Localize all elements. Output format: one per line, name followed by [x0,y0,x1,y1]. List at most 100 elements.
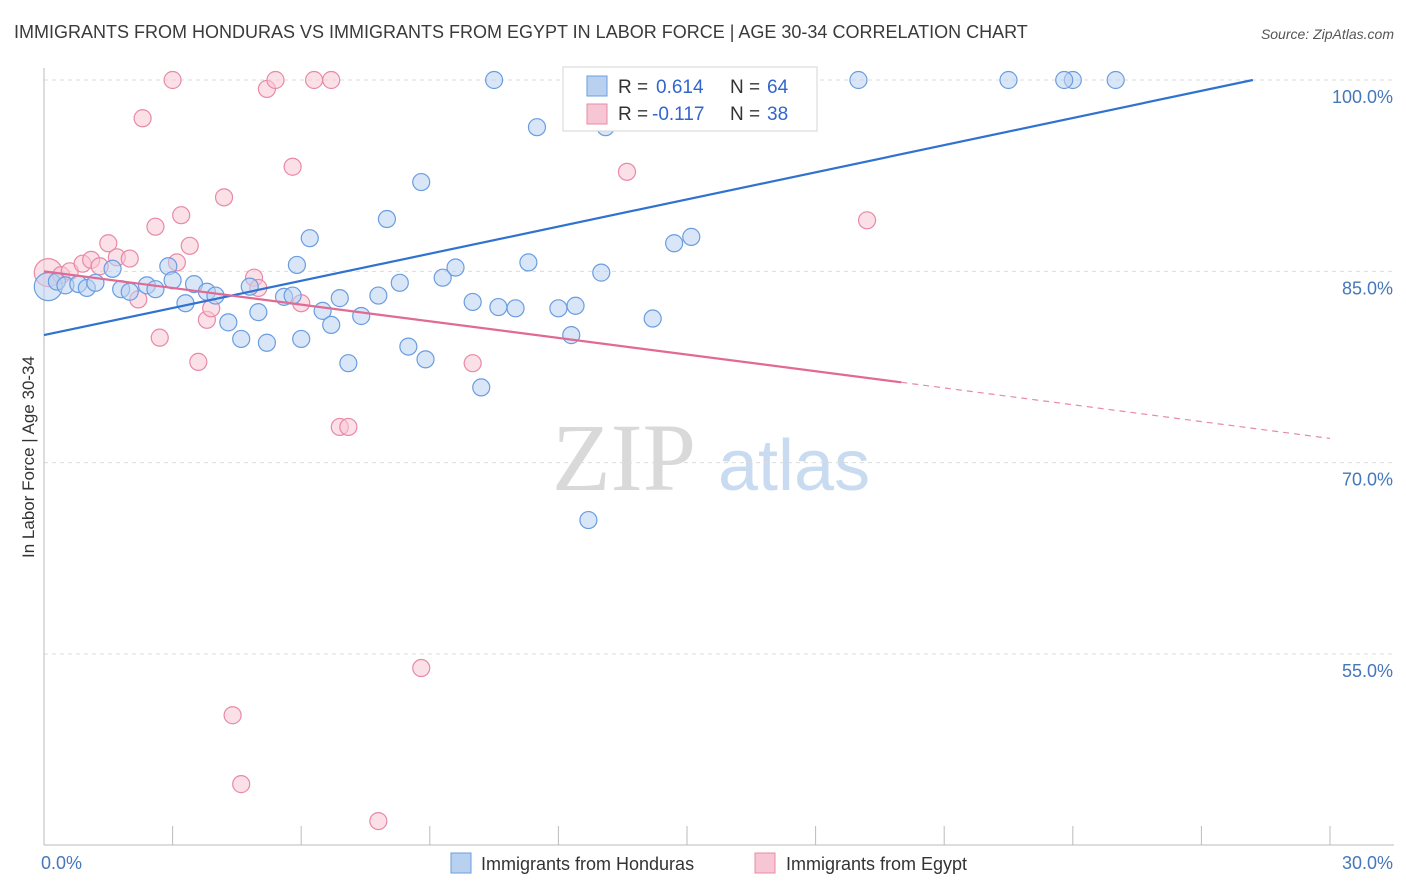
point-honduras [485,70,504,90]
point-honduras [330,289,349,308]
legend-r-value-egypt: -0.117 [652,104,704,125]
point-honduras [146,280,165,299]
point-honduras [999,70,1018,90]
point-honduras [283,286,302,305]
point-egypt [463,354,482,373]
point-honduras [322,315,341,335]
point-honduras [339,354,358,373]
watermark: ZIP atlas [552,404,870,511]
point-honduras [369,286,388,305]
point-egypt [617,162,637,181]
legend-n-value-honduras: 64 [767,77,789,98]
watermark-atlas: atlas [718,426,870,506]
point-egypt [266,70,285,90]
bottom-legend: Immigrants from Honduras Immigrants from… [450,852,967,874]
watermark-zip: ZIP [552,404,696,511]
point-egypt [133,109,152,128]
point-honduras [463,292,482,312]
point-honduras [257,333,277,352]
point-honduras [1106,70,1125,90]
point-honduras [1055,70,1074,90]
point-egypt [146,217,165,236]
point-honduras [519,253,538,272]
bottom-legend-swatch-egypt [754,852,776,874]
point-egypt [180,236,199,255]
point-honduras [579,510,598,530]
point-honduras [232,329,251,349]
point-egypt [369,811,388,831]
y-tick-labels: 55.0% 70.0% 85.0% 100.0% [1332,87,1393,681]
point-honduras [352,306,371,326]
point-egypt [283,157,302,176]
y-axis-label: In Labor Force | Age 30-34 [19,356,38,558]
point-honduras [206,286,225,305]
point-honduras [287,255,307,275]
legend-r-label-egypt: R = [618,104,648,125]
point-egypt [304,70,324,90]
point-egypt [214,188,234,207]
point-honduras [446,258,465,277]
point-honduras [377,209,397,229]
y-tick-label-0: 55.0% [1342,661,1393,681]
series-egypt-points [33,70,877,831]
point-egypt [163,70,182,90]
point-honduras [249,303,268,322]
point-honduras [390,273,409,292]
legend-n-label-egypt: N = [730,104,760,125]
legend-n-label-honduras: N = [730,77,760,98]
point-egypt [322,70,341,90]
point-egypt [223,706,242,725]
chart-title: IMMIGRANTS FROM HONDURAS VS IMMIGRANTS F… [14,22,1028,42]
legend-n-value-egypt: 38 [767,104,788,125]
axes [43,68,1394,846]
point-honduras [643,309,662,328]
point-honduras [399,337,418,356]
y-tick-label-1: 70.0% [1342,470,1393,490]
chart-source: Source: ZipAtlas.com [1261,26,1394,42]
point-honduras [103,259,122,278]
point-honduras [300,229,319,248]
point-honduras [682,227,701,246]
bottom-legend-label-egypt: Immigrants from Egypt [786,854,967,874]
grid-lines [44,79,1394,655]
x-tick-label-0: 0.0% [41,853,82,873]
legend-swatch-egypt [586,103,608,125]
point-honduras [849,70,868,90]
point-honduras [665,234,684,253]
point-honduras [489,297,508,317]
point-honduras [433,268,452,287]
legend-r-label-honduras: R = [618,77,648,98]
trend-line-honduras [43,78,1254,337]
x-tick-label-1: 30.0% [1342,853,1393,873]
point-egypt [232,775,251,794]
point-honduras [292,329,311,349]
legend-box: R = 0.614 N = 64 R = -0.117 N = 38 [562,66,818,132]
point-egypt [189,352,208,371]
x-tick-labels: 0.0% 30.0% [41,853,1393,873]
point-honduras [472,378,491,397]
y-tick-label-2: 85.0% [1342,278,1393,298]
trend-line-egypt [43,270,902,384]
legend-swatch-honduras [586,75,608,97]
point-egypt [120,249,139,268]
bottom-legend-swatch-honduras [450,852,472,874]
trend-line-egypt-extension [901,381,1331,440]
point-egypt [339,417,358,437]
point-honduras [592,263,611,282]
point-honduras [527,118,547,137]
point-egypt [99,234,118,253]
point-honduras [566,296,585,315]
trend-lines [43,78,1331,440]
point-honduras [219,313,238,332]
y-tick-label-3: 100.0% [1332,87,1393,107]
bottom-legend-label-honduras: Immigrants from Honduras [481,854,694,874]
point-honduras [549,299,568,318]
legend-r-value-honduras: 0.614 [656,77,704,98]
point-honduras [120,282,139,301]
point-honduras [416,350,435,369]
point-egypt [857,211,877,230]
point-egypt [172,206,191,225]
point-honduras [506,299,525,318]
point-egypt [150,328,169,347]
